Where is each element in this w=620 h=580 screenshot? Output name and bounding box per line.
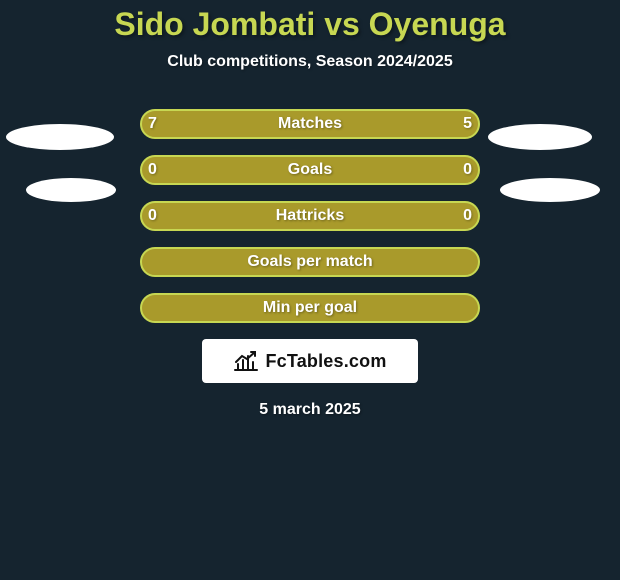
player-blob [26,178,116,202]
stat-label: Goals per match [140,247,480,277]
stat-row: 00Hattricks [0,201,620,231]
stat-row: Min per goal [0,293,620,323]
page-title: Sido Jombati vs Oyenuga [0,0,620,43]
player-blob [6,124,114,150]
branding-badge: FcTables.com [202,339,418,383]
branding-text: FcTables.com [265,351,386,372]
player-blob [500,178,600,202]
stat-label: Matches [140,109,480,139]
date-label: 5 march 2025 [0,401,620,419]
stat-row: Goals per match [0,247,620,277]
stat-label: Min per goal [140,293,480,323]
chart-icon [233,350,259,372]
comparison-card: Sido Jombati vs Oyenuga Club competition… [0,0,620,580]
player-blob [488,124,592,150]
page-subtitle: Club competitions, Season 2024/2025 [0,53,620,71]
stat-label: Hattricks [140,201,480,231]
stat-label: Goals [140,155,480,185]
